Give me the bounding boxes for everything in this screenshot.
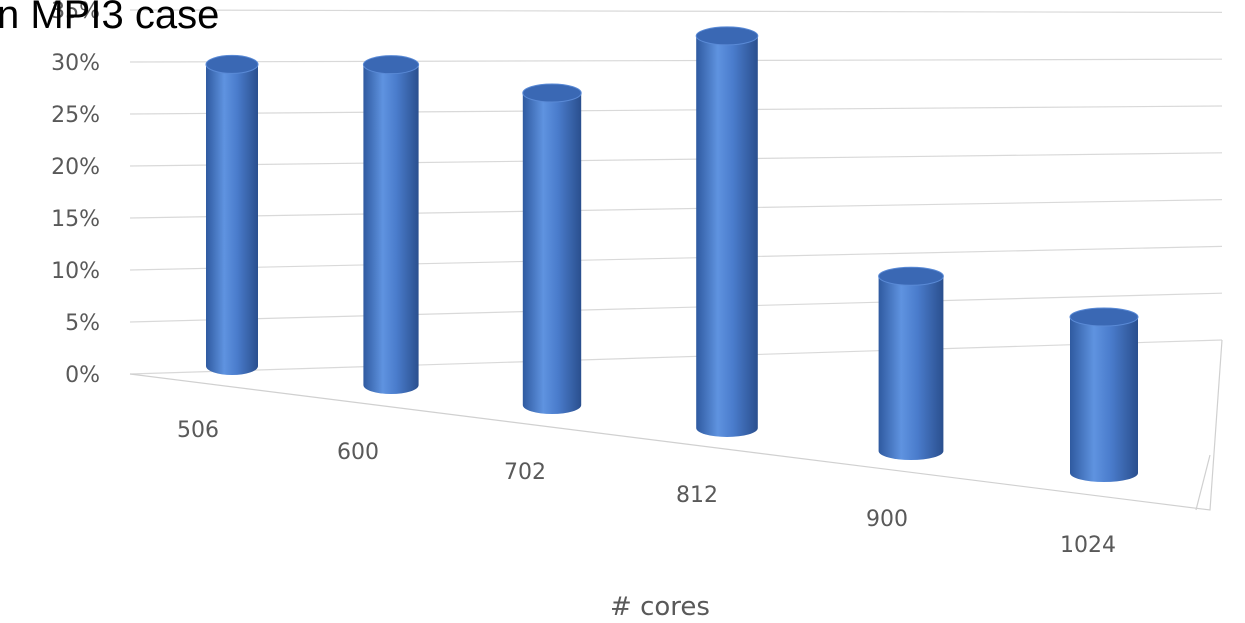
- gridline: [129, 292, 1223, 323]
- y-tick-label: 15%: [51, 207, 100, 232]
- gridline: [129, 152, 1223, 167]
- x-tick-label: 506: [177, 418, 219, 443]
- y-tick-label: 25%: [51, 103, 100, 128]
- bar-body: [696, 35, 758, 437]
- x-tick-label: 702: [504, 460, 546, 485]
- y-tick-label: 35%: [51, 0, 100, 24]
- bar-body: [206, 64, 258, 376]
- x-tick-label: 900: [866, 507, 908, 532]
- bars: [205, 26, 1139, 482]
- bar-body: [878, 276, 944, 461]
- gridline: [129, 105, 1223, 115]
- bar-top: [695, 26, 759, 46]
- bar-top: [362, 55, 420, 75]
- bar-top: [205, 54, 259, 74]
- y-tick-label: 0%: [65, 363, 100, 388]
- bar: [522, 83, 582, 414]
- x-tick-label: 1024: [1060, 533, 1116, 558]
- floor-side: [1195, 454, 1211, 511]
- y-tick-label: 10%: [51, 259, 100, 284]
- gridline: [129, 58, 1223, 63]
- chart-title: n MPI3 case: [0, 0, 219, 37]
- x-axis-categories: 506 600 702 812 900 1024: [177, 418, 1116, 558]
- y-axis-ticks: 0% 5% 10% 15% 20% 25% 30% 35%: [51, 0, 100, 388]
- y-tick-label: 20%: [51, 155, 100, 180]
- gridline: [129, 199, 1223, 219]
- gridline: [129, 339, 1223, 375]
- bar: [878, 266, 944, 461]
- y-tick-label: 5%: [65, 311, 100, 336]
- y-tick-label: 30%: [51, 51, 100, 76]
- bar-body: [522, 93, 582, 414]
- chart-floor: [129, 339, 1223, 511]
- bar-body: [1070, 317, 1138, 482]
- x-tick-label: 812: [676, 483, 718, 508]
- bar-top: [522, 83, 582, 103]
- bar: [205, 54, 259, 376]
- gridline: [129, 245, 1223, 271]
- floor-edge: [129, 339, 1223, 511]
- bar-top: [1069, 307, 1139, 327]
- bar: [362, 55, 420, 394]
- bar: [1069, 307, 1139, 482]
- x-axis-label: # cores: [610, 592, 710, 622]
- bar-body: [363, 64, 419, 394]
- bar-top: [878, 266, 944, 286]
- gridline: [129, 9, 1223, 13]
- bar: [695, 26, 759, 437]
- x-tick-label: 600: [337, 440, 379, 465]
- gridlines: [129, 9, 1223, 375]
